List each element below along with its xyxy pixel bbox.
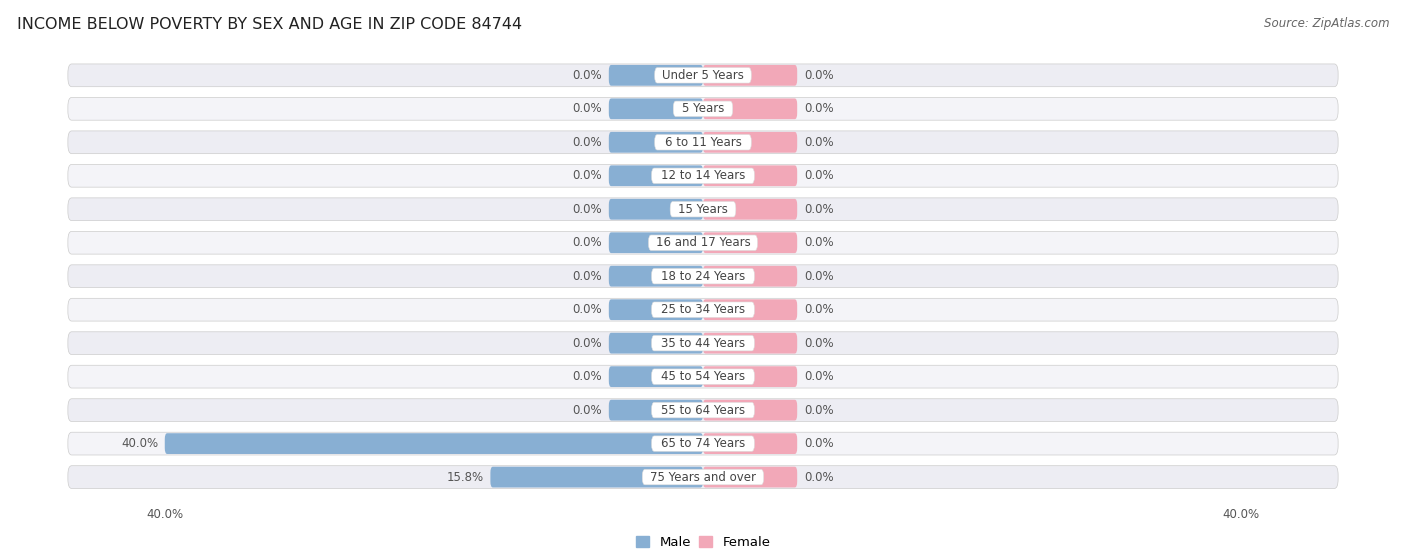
FancyBboxPatch shape bbox=[609, 199, 703, 220]
FancyBboxPatch shape bbox=[703, 433, 797, 454]
Text: 12 to 14 Years: 12 to 14 Years bbox=[661, 169, 745, 182]
FancyBboxPatch shape bbox=[703, 165, 797, 186]
FancyBboxPatch shape bbox=[165, 433, 703, 454]
FancyBboxPatch shape bbox=[671, 201, 735, 217]
FancyBboxPatch shape bbox=[67, 299, 1339, 321]
FancyBboxPatch shape bbox=[703, 98, 797, 119]
FancyBboxPatch shape bbox=[651, 168, 755, 184]
Text: INCOME BELOW POVERTY BY SEX AND AGE IN ZIP CODE 84744: INCOME BELOW POVERTY BY SEX AND AGE IN Z… bbox=[17, 17, 522, 32]
FancyBboxPatch shape bbox=[703, 333, 797, 354]
Text: 0.0%: 0.0% bbox=[804, 102, 834, 116]
Text: 0.0%: 0.0% bbox=[572, 403, 602, 417]
Text: 16 and 17 Years: 16 and 17 Years bbox=[655, 236, 751, 249]
Text: 40.0%: 40.0% bbox=[121, 437, 157, 450]
Text: 0.0%: 0.0% bbox=[572, 336, 602, 350]
FancyBboxPatch shape bbox=[648, 235, 758, 251]
Text: 0.0%: 0.0% bbox=[572, 370, 602, 383]
Text: 45 to 54 Years: 45 to 54 Years bbox=[661, 370, 745, 383]
FancyBboxPatch shape bbox=[67, 165, 1339, 187]
FancyBboxPatch shape bbox=[67, 64, 1339, 86]
FancyBboxPatch shape bbox=[67, 399, 1339, 421]
FancyBboxPatch shape bbox=[703, 466, 797, 488]
FancyBboxPatch shape bbox=[651, 402, 755, 418]
Text: 0.0%: 0.0% bbox=[804, 203, 834, 216]
FancyBboxPatch shape bbox=[703, 132, 797, 153]
Text: 0.0%: 0.0% bbox=[804, 169, 834, 182]
FancyBboxPatch shape bbox=[651, 369, 755, 384]
FancyBboxPatch shape bbox=[703, 65, 797, 86]
Text: 0.0%: 0.0% bbox=[804, 370, 834, 383]
FancyBboxPatch shape bbox=[703, 299, 797, 320]
FancyBboxPatch shape bbox=[673, 101, 733, 117]
Text: 35 to 44 Years: 35 to 44 Years bbox=[661, 336, 745, 350]
Text: 0.0%: 0.0% bbox=[804, 303, 834, 316]
FancyBboxPatch shape bbox=[651, 335, 755, 351]
Text: 0.0%: 0.0% bbox=[572, 102, 602, 116]
FancyBboxPatch shape bbox=[703, 366, 797, 387]
Text: 15 Years: 15 Years bbox=[678, 203, 728, 216]
FancyBboxPatch shape bbox=[651, 268, 755, 284]
FancyBboxPatch shape bbox=[67, 466, 1339, 488]
Text: 15.8%: 15.8% bbox=[447, 470, 484, 484]
FancyBboxPatch shape bbox=[491, 466, 703, 488]
FancyBboxPatch shape bbox=[609, 400, 703, 421]
FancyBboxPatch shape bbox=[703, 199, 797, 220]
FancyBboxPatch shape bbox=[703, 266, 797, 287]
FancyBboxPatch shape bbox=[703, 400, 797, 421]
FancyBboxPatch shape bbox=[67, 232, 1339, 254]
FancyBboxPatch shape bbox=[651, 436, 755, 451]
FancyBboxPatch shape bbox=[609, 98, 703, 119]
FancyBboxPatch shape bbox=[67, 265, 1339, 287]
FancyBboxPatch shape bbox=[67, 432, 1339, 455]
Text: 0.0%: 0.0% bbox=[572, 236, 602, 249]
Text: 0.0%: 0.0% bbox=[804, 437, 834, 450]
FancyBboxPatch shape bbox=[609, 333, 703, 354]
Text: 0.0%: 0.0% bbox=[804, 236, 834, 249]
Text: 0.0%: 0.0% bbox=[572, 203, 602, 216]
Text: 0.0%: 0.0% bbox=[572, 69, 602, 82]
Text: 6 to 11 Years: 6 to 11 Years bbox=[665, 136, 741, 149]
Text: 0.0%: 0.0% bbox=[572, 136, 602, 149]
FancyBboxPatch shape bbox=[609, 299, 703, 320]
Text: 0.0%: 0.0% bbox=[804, 336, 834, 350]
FancyBboxPatch shape bbox=[67, 131, 1339, 153]
FancyBboxPatch shape bbox=[651, 302, 755, 318]
FancyBboxPatch shape bbox=[609, 366, 703, 387]
Text: 25 to 34 Years: 25 to 34 Years bbox=[661, 303, 745, 316]
Text: 75 Years and over: 75 Years and over bbox=[650, 470, 756, 484]
FancyBboxPatch shape bbox=[609, 266, 703, 287]
Text: 5 Years: 5 Years bbox=[682, 102, 724, 116]
Text: 0.0%: 0.0% bbox=[572, 169, 602, 182]
Text: 0.0%: 0.0% bbox=[804, 136, 834, 149]
FancyBboxPatch shape bbox=[655, 68, 751, 83]
Text: 55 to 64 Years: 55 to 64 Years bbox=[661, 403, 745, 417]
Text: 0.0%: 0.0% bbox=[804, 470, 834, 484]
Legend: Male, Female: Male, Female bbox=[630, 531, 776, 554]
Text: 0.0%: 0.0% bbox=[804, 270, 834, 283]
Text: 0.0%: 0.0% bbox=[572, 303, 602, 316]
FancyBboxPatch shape bbox=[655, 134, 751, 150]
Text: Source: ZipAtlas.com: Source: ZipAtlas.com bbox=[1264, 17, 1389, 30]
FancyBboxPatch shape bbox=[67, 332, 1339, 354]
Text: 18 to 24 Years: 18 to 24 Years bbox=[661, 270, 745, 283]
Text: 65 to 74 Years: 65 to 74 Years bbox=[661, 437, 745, 450]
FancyBboxPatch shape bbox=[67, 198, 1339, 220]
Text: 0.0%: 0.0% bbox=[572, 270, 602, 283]
FancyBboxPatch shape bbox=[609, 232, 703, 253]
FancyBboxPatch shape bbox=[609, 65, 703, 86]
Text: 0.0%: 0.0% bbox=[804, 403, 834, 417]
FancyBboxPatch shape bbox=[643, 469, 763, 485]
FancyBboxPatch shape bbox=[609, 165, 703, 186]
Text: Under 5 Years: Under 5 Years bbox=[662, 69, 744, 82]
FancyBboxPatch shape bbox=[67, 365, 1339, 388]
FancyBboxPatch shape bbox=[67, 98, 1339, 120]
Text: 0.0%: 0.0% bbox=[804, 69, 834, 82]
FancyBboxPatch shape bbox=[703, 232, 797, 253]
FancyBboxPatch shape bbox=[609, 132, 703, 153]
